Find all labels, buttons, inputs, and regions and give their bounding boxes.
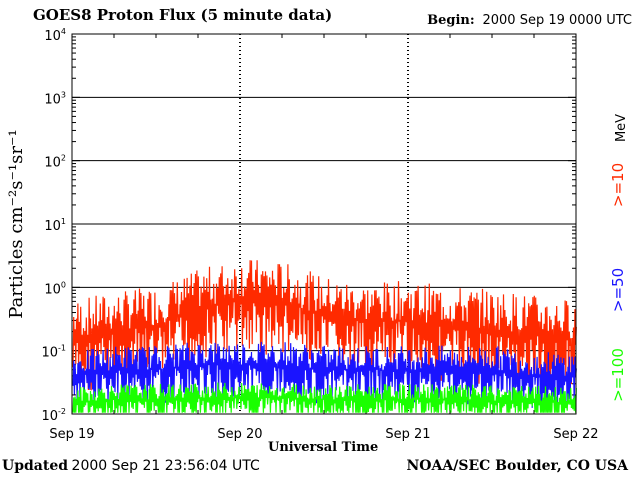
series-line-ge100 [72,382,577,413]
x-tick-label: Sep 19 [49,427,94,442]
x-tick-label: Sep 21 [385,427,430,442]
plot-frame [71,33,577,415]
y-axis-title: Particles cm⁻²s⁻¹sr⁻¹ [6,129,27,318]
begin-label: Begin: [427,13,475,28]
chart-title: GOES8 Proton Flux (5 minute data) [33,6,333,24]
credit-text: NOAA/SEC Boulder, CO USA [406,458,629,474]
x-tick-label: Sep 22 [553,427,598,442]
updated-value: 2000 Sep 21 23:56:04 UTC [71,458,260,474]
x-axis-title: Universal Time [268,440,379,455]
legend-unit: MeV [614,114,629,142]
y-tick-label: 102 [44,154,66,171]
begin-value: 2000 Sep 19 0000 UTC [482,13,632,28]
series-line-ge50 [72,341,577,410]
x-tick-label: Sep 20 [217,427,262,442]
y-tick-label: 101 [44,217,66,234]
legend-entry-ge50: >=50 [609,268,627,312]
legend-entry-ge10: >=10 [609,163,627,207]
updated-timestamp: Updated 2000 Sep 21 23:56:04 UTC [2,458,260,475]
y-tick-label: 10-2 [41,407,66,424]
y-tick-label: 104 [44,27,66,44]
y-tick-label: 103 [44,90,66,107]
y-tick-label: 100 [44,280,66,297]
legend-entry-ge100: >=100 [609,348,627,402]
y-tick-label: 10-1 [41,344,66,361]
updated-label: Updated [2,458,69,474]
begin-timestamp: Begin: 2000 Sep 19 0000 UTC [427,13,632,28]
